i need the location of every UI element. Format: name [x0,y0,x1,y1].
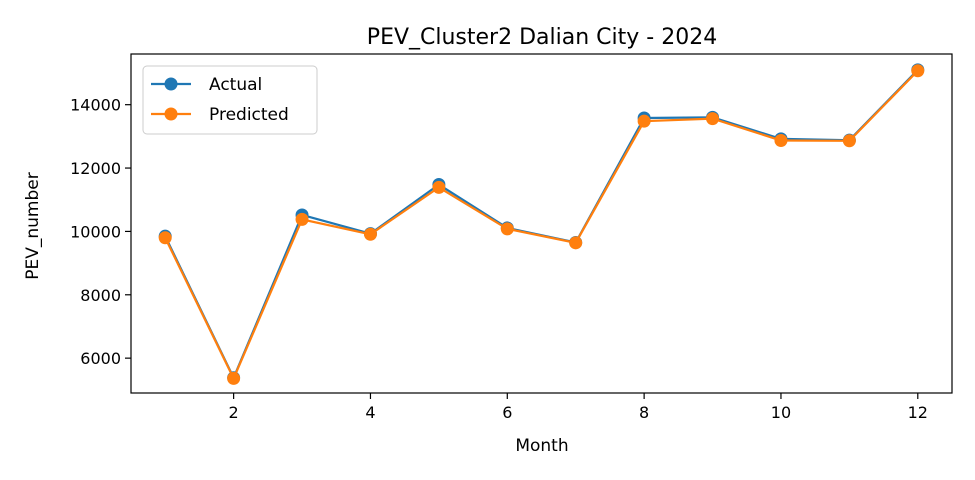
data-point [158,231,172,245]
data-point [363,227,377,241]
y-tick-label: 12000 [70,159,121,178]
x-tick-label: 2 [229,403,239,422]
legend-item-predicted: Predicted [151,105,289,125]
data-point [227,371,241,385]
x-tick-label: 10 [771,403,791,422]
legend-label: Predicted [209,105,289,125]
data-point [432,180,446,194]
x-axis-label: Month [515,436,568,456]
data-point [295,212,309,226]
legend-label: Actual [209,75,262,95]
plot-frame [130,53,953,394]
data-point [569,236,583,250]
x-tick-label: 6 [502,403,512,422]
x-tick-label: 8 [639,403,649,422]
data-point [774,133,788,147]
y-tick-label: 14000 [70,96,121,115]
y-tick-label: 6000 [80,349,121,368]
y-axis-label: PEV_number [23,172,43,279]
legend-item-actual: Actual [151,75,262,95]
y-tick-label: 10000 [70,222,121,241]
series-predicted [158,64,925,385]
y-axis: 6000 8000 10000 12000 14000 [70,96,131,368]
data-point [637,114,651,128]
x-tick-label: 12 [908,403,928,422]
series-layer [158,63,925,385]
series-line [164,70,919,382]
data-point [911,64,925,78]
legend-marker [164,107,178,121]
x-tick-label: 4 [365,403,375,422]
x-axis: 2 4 6 8 10 12 [229,393,928,422]
legend-marker [164,77,178,91]
y-tick-label: 8000 [80,286,121,305]
data-point [842,134,856,148]
plot-area [130,53,953,394]
data-point [500,222,514,236]
data-point [706,112,720,126]
chart-title: PEV_Cluster2 Dalian City - 2024 [367,25,717,50]
legend: Actual Predicted [142,65,318,135]
